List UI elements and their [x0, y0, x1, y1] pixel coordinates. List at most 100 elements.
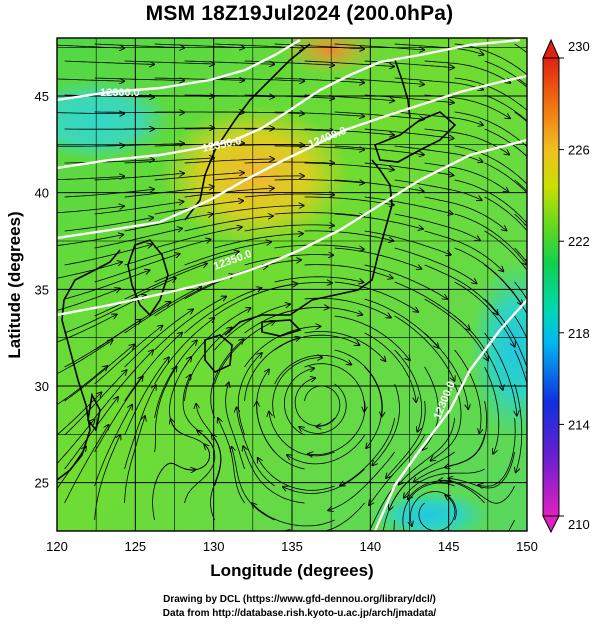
streamline: [274, 179, 365, 184]
credit-data-source: Data from http://database.rish.kyoto-u.a…: [162, 608, 437, 619]
streamline: [424, 230, 504, 271]
streamline: [454, 247, 522, 305]
streamline: [64, 320, 141, 368]
streamline: [154, 297, 227, 351]
streamline: [64, 218, 154, 232]
colorbar-tick-label: 222: [568, 234, 590, 249]
coastline-kyushu: [204, 334, 233, 373]
colorbar-tick-label: 210: [568, 517, 590, 532]
streamline: [57, 112, 125, 114]
streamline: [218, 418, 245, 504]
x-tick-label: 140: [359, 539, 381, 554]
streamline: [257, 402, 305, 470]
cool-region-southeast: [370, 490, 490, 531]
coastline-china: [57, 249, 121, 481]
streamline: [57, 78, 125, 81]
streamline: [364, 366, 383, 448]
streamline: [244, 162, 335, 163]
streamline: [252, 503, 335, 527]
streamline: [364, 196, 453, 214]
streamline: [94, 228, 183, 249]
streamline: [94, 326, 163, 385]
map-plot-area: 12300.0 12350.0 12400.0 12350.0 12300.0: [57, 38, 527, 531]
streamline: [439, 480, 515, 504]
streamline: [394, 247, 477, 283]
streamline: [364, 264, 448, 299]
streamline: [214, 206, 304, 215]
streamline: [454, 213, 527, 265]
streamline: [514, 179, 527, 192]
streamline: [57, 419, 95, 465]
coastline-shikoku: [261, 319, 302, 337]
streamline: [154, 318, 215, 385]
coastline-honshu: [224, 159, 393, 336]
streamline: [364, 332, 417, 402]
streamline: [274, 145, 365, 150]
streamline: [334, 281, 419, 312]
streamline: [454, 145, 527, 189]
streamline: [294, 378, 335, 427]
streamline: [386, 400, 426, 478]
streamline: [124, 264, 207, 300]
contour-12300-north: [57, 38, 301, 102]
streamline: [214, 176, 305, 181]
streamline: [334, 213, 423, 229]
colorbar: 230 226 222 218 214 210: [542, 38, 590, 534]
streamline: [304, 230, 394, 241]
streamline: [124, 158, 215, 164]
streamline: [304, 264, 393, 279]
streamline: [484, 196, 527, 232]
streamline: [154, 201, 244, 215]
contour-12400: [57, 74, 527, 240]
streamline: [328, 451, 395, 510]
x-tick-label: 135: [281, 539, 303, 554]
streamline: [508, 519, 515, 531]
streamline: [364, 162, 454, 175]
streamline: [484, 230, 527, 271]
streamline: [274, 77, 365, 83]
streamline: [124, 416, 145, 504]
colorbar-tick-label: 218: [568, 326, 590, 341]
streamline: [274, 43, 365, 49]
streamline: [184, 216, 273, 232]
streamline: [515, 383, 523, 472]
coastlines: [57, 43, 457, 481]
contour-12350-north: [57, 38, 521, 170]
streamline: [414, 434, 485, 482]
streamline: [382, 468, 425, 531]
streamline: [64, 160, 155, 164]
streamline: [284, 368, 314, 436]
streamline: [237, 353, 262, 436]
streamline: [424, 298, 489, 361]
streamline: [94, 43, 185, 48]
x-tick-label: 120: [46, 539, 68, 554]
streamline: [514, 213, 527, 228]
streamline: [232, 447, 275, 521]
streamline: [64, 397, 118, 470]
streamline: [299, 383, 347, 434]
y-tick-label: 30: [35, 379, 49, 394]
streamline: [210, 339, 244, 419]
streamline: [57, 314, 117, 343]
streamline: [124, 187, 214, 198]
streamline: [334, 145, 424, 155]
streamline: [424, 196, 507, 231]
streamline: [369, 434, 425, 505]
streamline: [64, 425, 109, 504]
streamline: [64, 189, 154, 198]
streamline: [124, 214, 213, 232]
streamline: [304, 196, 394, 205]
streamline: [408, 480, 485, 504]
streamline: [243, 446, 305, 504]
streamline: [484, 162, 527, 194]
streamline: [514, 247, 527, 263]
streamline: [94, 173, 184, 181]
streamline: [214, 112, 305, 114]
streamline: [64, 295, 146, 334]
streamline: [424, 332, 469, 409]
streamline: [304, 331, 386, 362]
streamline: [484, 332, 517, 415]
streamline: [94, 254, 180, 283]
streamline: [404, 468, 485, 498]
